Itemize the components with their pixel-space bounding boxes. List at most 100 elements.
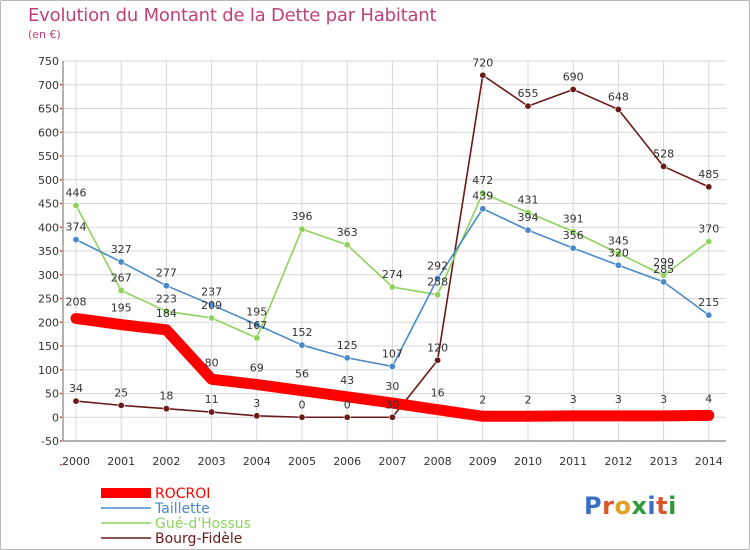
chart-subtitle: (en €) (28, 28, 61, 41)
data-label-bourg-fid-le: 655 (518, 87, 539, 100)
data-point-taillette (343, 354, 351, 362)
data-label-gu-d-hossus: 391 (563, 213, 584, 226)
logo-letter: o (614, 492, 632, 520)
data-point-taillette (614, 261, 622, 269)
data-label-gu-d-hossus: 363 (337, 226, 358, 239)
y-tick-label: 350 (38, 245, 59, 258)
y-tick-label: 500 (38, 174, 59, 187)
data-point-bourg-fid-le (705, 183, 713, 191)
data-point-gu-d-hossus (343, 241, 351, 249)
logo-letter: x (631, 492, 648, 520)
data-label-gu-d-hossus: 223 (156, 292, 177, 305)
data-label-rocroi: 3 (615, 393, 622, 406)
legend-label-rocroi: ROCROI (155, 486, 210, 502)
x-tick-label: 2003 (198, 455, 226, 468)
legend-label-gu-d-hossus: Gué-d'Hossus (155, 516, 251, 532)
data-label-gu-d-hossus: 267 (111, 271, 132, 284)
data-label-gu-d-hossus: 258 (427, 276, 448, 289)
data-point-bourg-fid-le (72, 397, 80, 405)
data-point-taillette (660, 278, 668, 286)
data-point-taillette (524, 226, 532, 234)
y-tick-label: 700 (38, 79, 59, 92)
data-label-bourg-fid-le: 648 (608, 90, 629, 103)
x-tick-label: 2002 (152, 455, 180, 468)
logo-letter: i (647, 492, 657, 520)
data-label-bourg-fid-le: 3 (253, 397, 260, 410)
x-tick-label: 2011 (559, 455, 587, 468)
data-point-gu-d-hossus (434, 291, 442, 299)
logo-letter: P (584, 492, 603, 520)
data-point-gu-d-hossus (72, 201, 80, 209)
chart-title: Evolution du Montant de la Dette par Hab… (28, 5, 437, 26)
logo-letter: r (602, 492, 615, 520)
data-label-bourg-fid-le: 34 (69, 382, 83, 395)
data-point-bourg-fid-le (660, 162, 668, 170)
y-tick-label: 600 (38, 126, 59, 139)
data-point-gu-d-hossus (569, 228, 577, 236)
data-point-taillette (298, 341, 306, 349)
data-label-bourg-fid-le: 690 (563, 71, 584, 84)
data-label-gu-d-hossus: 209 (201, 299, 222, 312)
logo-letter: t (656, 492, 669, 520)
y-tick-label: 100 (38, 364, 59, 377)
data-label-bourg-fid-le: 11 (205, 393, 219, 406)
x-tick-label: 2010 (514, 455, 542, 468)
data-label-taillette: 215 (698, 296, 719, 309)
data-point-taillette (705, 311, 713, 319)
data-label-rocroi: 69 (250, 361, 264, 374)
data-label-bourg-fid-le: 720 (472, 56, 493, 69)
data-label-gu-d-hossus: 446 (66, 186, 87, 199)
data-point-bourg-fid-le (388, 413, 396, 421)
data-label-rocroi: 2 (479, 393, 486, 406)
data-label-gu-d-hossus: 431 (518, 194, 539, 207)
data-label-rocroi: 2 (525, 393, 532, 406)
y-tick-label: 50 (45, 388, 59, 401)
data-point-bourg-fid-le (208, 408, 216, 416)
data-label-bourg-fid-le: 528 (653, 147, 674, 160)
series-line-rocroi (70, 312, 715, 422)
data-point-gu-d-hossus (253, 334, 261, 342)
x-tick-label: 2007 (378, 455, 406, 468)
x-tick-label: 2013 (650, 455, 678, 468)
data-point-gu-d-hossus (298, 225, 306, 233)
data-point-taillette (434, 275, 442, 283)
data-point-bourg-fid-le (434, 356, 442, 364)
y-tick-label: 400 (38, 221, 59, 234)
data-point-bourg-fid-le (569, 86, 577, 94)
data-label-bourg-fid-le: 18 (159, 390, 173, 403)
y-tick-label: 0 (52, 411, 59, 424)
data-label-rocroi: 3 (660, 393, 667, 406)
data-label-bourg-fid-le: 485 (698, 168, 719, 181)
data-point-taillette (479, 205, 487, 213)
y-tick-label: 250 (38, 293, 59, 306)
data-point-gu-d-hossus (614, 249, 622, 257)
logo-letter: i (668, 492, 677, 520)
data-label-taillette: 356 (563, 229, 584, 242)
data-label-taillette: 277 (156, 267, 177, 280)
data-point-bourg-fid-le (117, 401, 125, 409)
data-label-gu-d-hossus: 396 (292, 210, 313, 223)
x-tick-label: 2001 (107, 455, 135, 468)
data-point-bourg-fid-le (479, 71, 487, 79)
data-label-taillette: 195 (246, 306, 267, 319)
data-label-gu-d-hossus: 299 (653, 256, 674, 269)
data-label-taillette: 327 (111, 243, 132, 256)
x-tick-label: 2008 (424, 455, 452, 468)
data-point-gu-d-hossus (162, 307, 170, 315)
x-tick-label: 2005 (288, 455, 316, 468)
data-label-gu-d-hossus: 472 (472, 174, 493, 187)
data-label-gu-d-hossus: 167 (246, 319, 267, 332)
x-tick-label: 2009 (469, 455, 497, 468)
data-label-gu-d-hossus: 274 (382, 268, 403, 281)
x-tick-label: 2012 (604, 455, 632, 468)
data-label-bourg-fid-le: 25 (114, 386, 128, 399)
data-label-taillette: 107 (382, 347, 403, 360)
legend-label-taillette: Taillette (154, 501, 210, 517)
data-label-bourg-fid-le: 30 (385, 398, 399, 411)
data-label-gu-d-hossus: 345 (608, 234, 629, 247)
data-label-rocroi: 43 (340, 374, 354, 387)
data-label-bourg-fid-le: 0 (344, 398, 351, 411)
data-point-gu-d-hossus (208, 314, 216, 322)
